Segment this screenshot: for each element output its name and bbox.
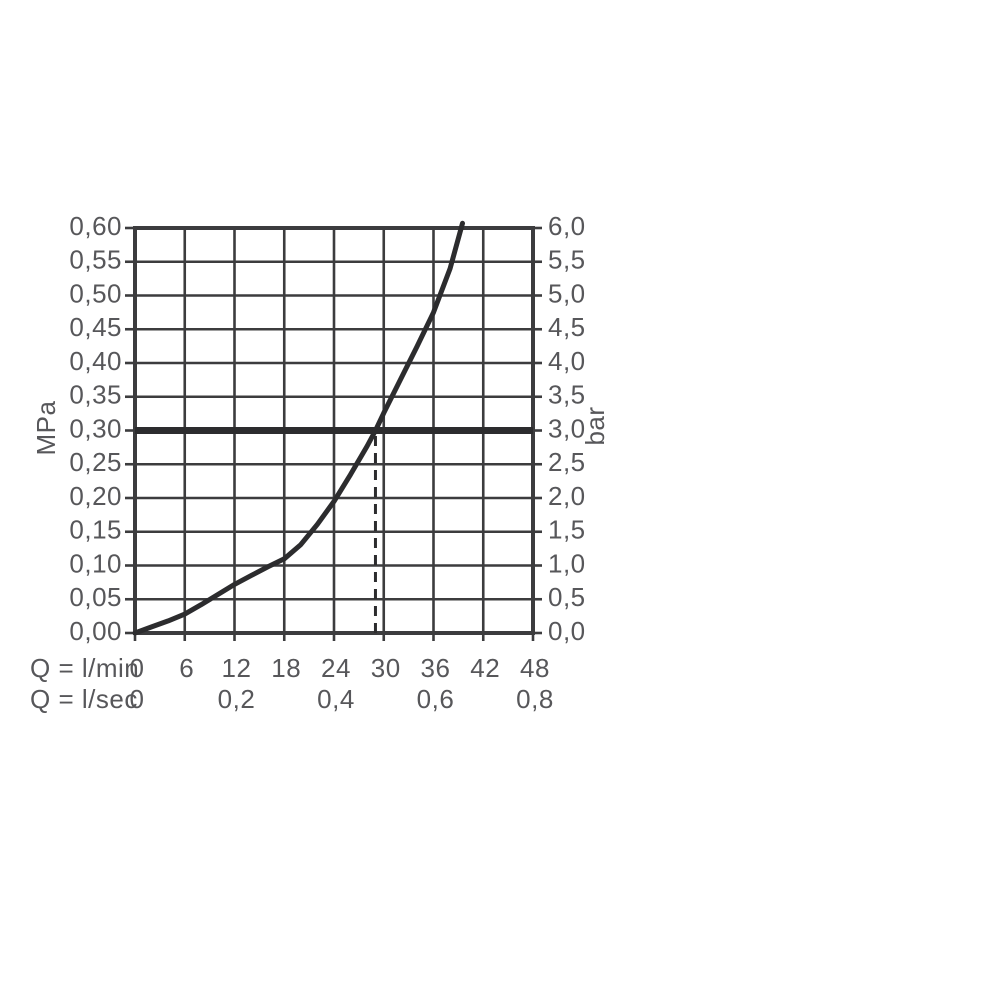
y-left-tick-label: 0,45 xyxy=(69,312,122,342)
y-right-tick-label: 3,5 xyxy=(548,380,586,410)
y-left-tick-label: 0,10 xyxy=(69,548,122,578)
x-axis2-tick-label: 0 xyxy=(130,684,145,714)
y-right-tick-label: 0,0 xyxy=(548,616,586,646)
y-left-tick-label: 0,60 xyxy=(69,211,122,241)
flow-pressure-curve xyxy=(132,220,465,636)
y-right-tick-label: 5,0 xyxy=(548,278,586,308)
x-axis-lsec-label: Q = l/sec xyxy=(30,684,138,714)
y-left-tick-label: 0,35 xyxy=(69,380,122,410)
x-axis2-tick-label: 0,8 xyxy=(516,684,554,714)
y-left-tick-label: 0,00 xyxy=(69,616,122,646)
chart-marks xyxy=(132,220,533,636)
y-left-axis-unit-label: MPa xyxy=(31,400,61,455)
x-axis-tick-label: 6 xyxy=(179,653,194,683)
y-left-tick-label: 0,55 xyxy=(69,245,122,275)
x-axis-tick-label: 36 xyxy=(421,653,451,683)
y-left-tick-label: 0,05 xyxy=(69,582,122,612)
x-axis2-tick-label: 0,2 xyxy=(218,684,256,714)
y-right-tick-label: 2,0 xyxy=(548,481,586,511)
y-left-tick-label: 0,25 xyxy=(69,447,122,477)
y-left-tick-label: 0,50 xyxy=(69,278,122,308)
y-right-tick-label: 3,0 xyxy=(548,413,586,443)
y-right-tick-label: 6,0 xyxy=(548,211,586,241)
y-right-axis-unit-label: bar xyxy=(580,406,610,445)
x-axis-tick-label: 24 xyxy=(321,653,351,683)
y-right-tick-label: 2,5 xyxy=(548,447,586,477)
x-axis-tick-label: 48 xyxy=(520,653,550,683)
y-right-tick-label: 1,5 xyxy=(548,515,586,545)
x-axis-lmin-label: Q = l/min xyxy=(30,653,139,683)
x-axis2-tick-label: 0,4 xyxy=(317,684,355,714)
y-right-tick-label: 4,5 xyxy=(548,312,586,342)
y-left-tick-label: 0,20 xyxy=(69,481,122,511)
x-axis-tick-label: 18 xyxy=(271,653,301,683)
y-right-tick-label: 4,0 xyxy=(548,346,586,376)
x-axis2-tick-label: 0,6 xyxy=(417,684,455,714)
x-axis-tick-label: 30 xyxy=(371,653,401,683)
y-left-tick-label: 0,40 xyxy=(69,346,122,376)
y-right-tick-label: 1,0 xyxy=(548,548,586,578)
tick-labels: 0 6 12 18 24 30 36 42 480,60 6,00,55 5,50,50 5,00,4… xyxy=(69,211,585,714)
y-right-tick-label: 0,5 xyxy=(548,582,586,612)
y-right-tick-label: 5,5 xyxy=(548,245,586,275)
x-axis-tick-label: 0 xyxy=(130,653,145,683)
x-axis-tick-label: 12 xyxy=(222,653,252,683)
y-left-tick-label: 0,15 xyxy=(69,515,122,545)
y-left-tick-label: 0,30 xyxy=(69,413,122,443)
axis-ticks xyxy=(125,226,542,641)
x-axis-tick-label: 42 xyxy=(470,653,500,683)
